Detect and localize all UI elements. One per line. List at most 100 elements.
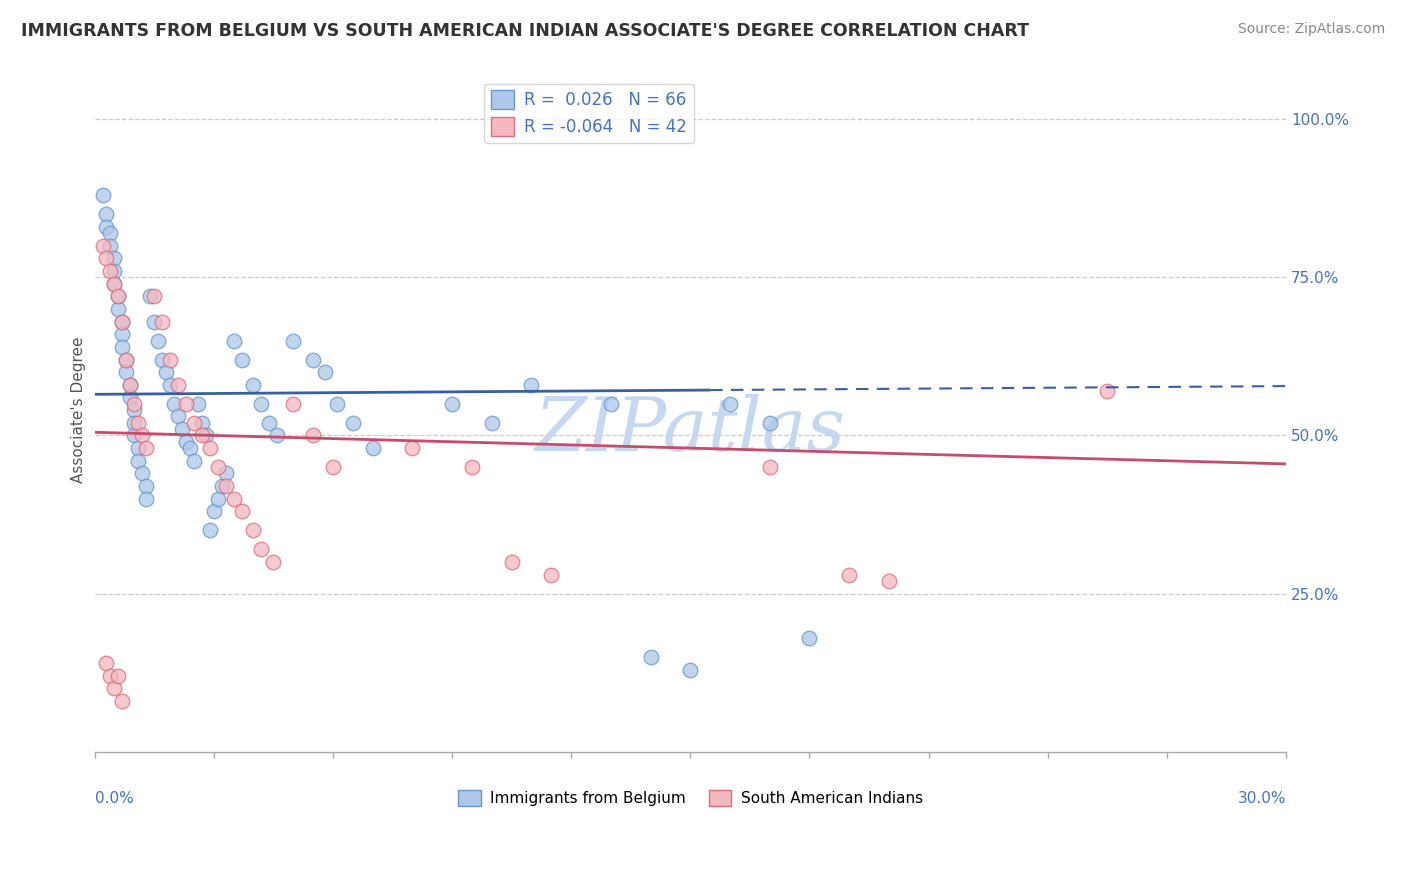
Point [103,277,125,291]
Point [111,327,134,342]
Point [679,663,702,677]
Point [143,289,166,303]
Point [266,428,288,442]
Point [91,188,114,202]
Point [281,334,304,348]
Point [146,334,169,348]
Point [139,289,162,303]
Point [194,428,217,442]
Point [96,219,118,234]
Point [540,567,562,582]
Point [174,397,197,411]
Point [115,365,138,379]
Point [202,504,225,518]
Point [520,377,543,392]
Point [124,416,146,430]
Text: Source: ZipAtlas.com: Source: ZipAtlas.com [1237,22,1385,37]
Point [96,656,118,670]
Point [150,315,173,329]
Point [302,352,325,367]
Point [262,555,284,569]
Point [501,555,523,569]
Text: 30.0%: 30.0% [1237,790,1286,805]
Point [135,441,157,455]
Point [120,377,142,392]
Point [211,479,233,493]
Point [131,467,153,481]
Point [758,416,780,430]
Point [231,504,253,518]
Point [96,207,118,221]
Point [222,491,245,506]
Point [242,524,264,538]
Point [326,397,349,411]
Point [100,238,122,252]
Point [103,264,125,278]
Point [131,428,153,442]
Point [150,352,173,367]
Point [640,649,662,664]
Text: IMMIGRANTS FROM BELGIUM VS SOUTH AMERICAN INDIAN ASSOCIATE'S DEGREE CORRELATION : IMMIGRANTS FROM BELGIUM VS SOUTH AMERICA… [21,22,1029,40]
Point [440,397,463,411]
Point [342,416,364,430]
Point [401,441,423,455]
Point [100,264,122,278]
Point [163,397,186,411]
Point [758,460,780,475]
Point [191,416,214,430]
Point [91,238,114,252]
Point [103,252,125,266]
Point [159,352,181,367]
Point [111,315,134,329]
Text: ZIPatlas: ZIPatlas [534,394,846,467]
Point [107,289,129,303]
Point [103,681,125,696]
Point [174,434,197,449]
Point [170,422,193,436]
Point [187,397,209,411]
Point [115,352,138,367]
Point [198,524,221,538]
Point [222,334,245,348]
Point [100,669,122,683]
Point [155,365,177,379]
Point [127,416,149,430]
Point [135,479,157,493]
Point [127,441,149,455]
Point [127,454,149,468]
Point [250,542,273,557]
Point [461,460,484,475]
Point [183,416,205,430]
Point [107,669,129,683]
Point [143,315,166,329]
Point [191,428,214,442]
Point [111,694,134,708]
Point [120,377,142,392]
Point [877,574,900,588]
Point [111,340,134,354]
Point [124,403,146,417]
Legend: R =  0.026   N = 66, R = -0.064   N = 42: R = 0.026 N = 66, R = -0.064 N = 42 [484,84,693,143]
Point [111,315,134,329]
Point [281,397,304,411]
Point [599,397,621,411]
Point [183,454,205,468]
Point [259,416,281,430]
Point [167,377,190,392]
Point [167,409,190,424]
Point [214,467,236,481]
Point [799,631,821,645]
Point [124,428,146,442]
Point [214,479,236,493]
Point [361,441,384,455]
Point [120,391,142,405]
Point [207,491,229,506]
Point [179,441,201,455]
Y-axis label: Associate's Degree: Associate's Degree [72,337,86,483]
Point [103,277,125,291]
Point [250,397,273,411]
Point [838,567,860,582]
Point [100,226,122,240]
Point [231,352,253,367]
Point [107,289,129,303]
